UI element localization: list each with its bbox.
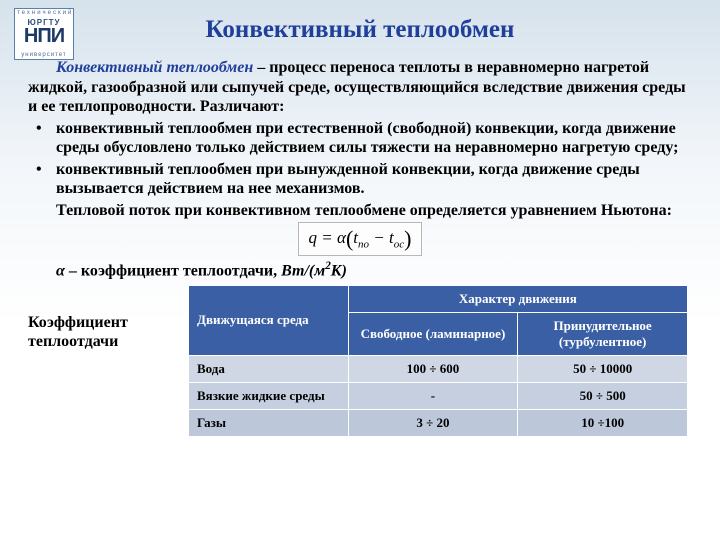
- cell-forced: 10 ÷100: [518, 409, 688, 436]
- intro-paragraph: Конвективный теплообмен – процесс перено…: [28, 58, 692, 117]
- cell-free: 3 ÷ 20: [348, 409, 518, 436]
- th-nature: Характер движения: [348, 285, 687, 312]
- table-side-label: Коэффициент теплоотдачи: [28, 285, 178, 351]
- intro-term: Конвективный теплообмен: [56, 59, 253, 76]
- cell-medium: Газы: [189, 409, 349, 436]
- bullet-list: конвективный теплообмен при естественной…: [28, 119, 692, 199]
- alpha-unit2: К): [331, 262, 347, 279]
- cell-medium: Вязкие жидкие среды: [189, 382, 349, 409]
- content-block: Конвективный теплообмен – процесс перено…: [0, 58, 720, 220]
- formula-sub1: по: [358, 239, 369, 251]
- formula-q: q: [309, 228, 318, 247]
- th-forced: Принудительное (турбулентное): [518, 312, 688, 355]
- alpha-text: – коэффициент теплоотдачи,: [65, 262, 281, 279]
- table-row: Газы 3 ÷ 20 10 ÷100: [189, 409, 688, 436]
- list-item: конвективный теплообмен при вынужденной …: [28, 160, 692, 199]
- logo-big-text: НПИ: [15, 26, 73, 46]
- alpha-unit1: Вт/(м: [281, 262, 325, 279]
- page-title: Конвективный теплообмен: [0, 0, 720, 44]
- university-logo: технический ЮРГТУ НПИ университет: [14, 8, 74, 60]
- formula-sub2: ос: [394, 239, 404, 251]
- alpha-definition: α – коэффициент теплоотдачи, Вт/(м2К): [28, 260, 692, 281]
- alpha-symbol: α: [56, 262, 65, 279]
- logo-arc-top: технический: [17, 10, 71, 16]
- th-medium: Движущаяся среда: [189, 285, 349, 355]
- formula-container: q = α(tпо − tос): [0, 222, 720, 256]
- table-area: Коэффициент теплоотдачи Движущаяся среда…: [0, 285, 720, 437]
- table-row: Вязкие жидкие среды - 50 ÷ 500: [189, 382, 688, 409]
- list-item: конвективный теплообмен при естественной…: [28, 119, 692, 158]
- alpha-block: α – коэффициент теплоотдачи, Вт/(м2К): [0, 260, 720, 281]
- table-row: Вода 100 ÷ 600 50 ÷ 10000: [189, 355, 688, 382]
- formula-minus: −: [369, 228, 389, 247]
- cell-forced: 50 ÷ 500: [518, 382, 688, 409]
- formula-alpha: α: [337, 228, 346, 247]
- cell-free: -: [348, 382, 518, 409]
- formula-eq: =: [317, 228, 337, 247]
- cell-forced: 50 ÷ 10000: [518, 355, 688, 382]
- formula-rparen: ): [404, 226, 411, 251]
- cell-medium: Вода: [189, 355, 349, 382]
- flow-paragraph: Тепловой поток при конвективном теплообм…: [28, 201, 692, 221]
- th-free: Свободное (ламинарное): [348, 312, 518, 355]
- coefficient-table: Движущаяся среда Характер движения Свобо…: [188, 285, 688, 437]
- logo-arc-bot: университет: [17, 52, 71, 58]
- newton-formula: q = α(tпо − tос): [298, 222, 423, 256]
- cell-free: 100 ÷ 600: [348, 355, 518, 382]
